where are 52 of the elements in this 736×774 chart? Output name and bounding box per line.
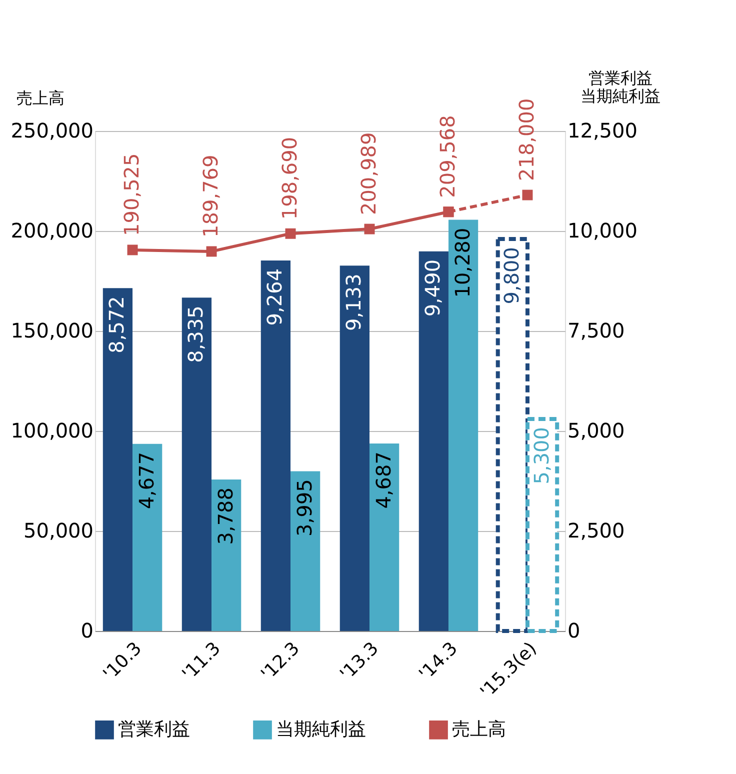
legend-label: 営業利益 [118,718,190,740]
data-label: 200,989 [356,132,380,216]
y-tick-label: 150,000 [10,318,94,342]
data-label: 5,300 [529,427,554,484]
data-label: 4,677 [134,452,158,510]
bar [260,260,291,631]
bar [418,251,448,631]
data-label: 8,572 [104,296,129,354]
bar [369,444,400,631]
data-label: 189,769 [198,154,223,238]
bar [212,479,242,631]
bar [132,444,162,631]
y2-tick-label: 7,500 [568,318,625,342]
y-tick-label: 250,000 [10,118,94,142]
bar [182,298,212,631]
y2-tick-label: 12,500 [568,118,638,142]
point [443,206,454,218]
data-label: 3,995 [292,479,316,536]
data-label: 218,000 [514,98,538,181]
data-label: 10,280 [450,228,474,298]
legend-label: 売上高 [452,718,506,740]
data-label: 9,264 [262,268,287,326]
y-tick-label: 200,000 [10,218,94,242]
text: 営業利益 [588,68,652,88]
y2-tick-label: 0 [568,618,580,642]
point [522,190,533,200]
y-tick-label: 100,000 [10,418,94,442]
point [285,228,296,239]
point [364,224,375,234]
data-label: 190,525 [120,153,144,236]
y-axis-title: 売上高 [16,88,64,108]
y-tick-label: 50,000 [24,518,94,542]
bar [290,471,320,631]
data-label: 9,133 [342,274,366,331]
bar [340,266,370,631]
data-label: 9,800 [500,247,524,304]
y2-tick-label: 2,500 [568,518,625,542]
point [206,246,217,257]
text: 当期純利益 [580,86,660,106]
data-label: 209,568 [435,115,460,198]
data-label: 3,788 [213,487,238,545]
y2-tick-label: 5,000 [568,418,625,442]
bar [448,220,478,631]
point [127,244,138,256]
data-label: 9,490 [420,259,445,317]
data-label: 4,687 [371,452,396,509]
bar [102,288,133,631]
y-tick-label: 0 [80,618,94,642]
data-label: 198,690 [278,136,302,220]
legend-label: 当期純利益 [276,718,366,740]
y2-tick-label: 10,000 [568,218,638,242]
data-label: 8,335 [184,306,208,363]
